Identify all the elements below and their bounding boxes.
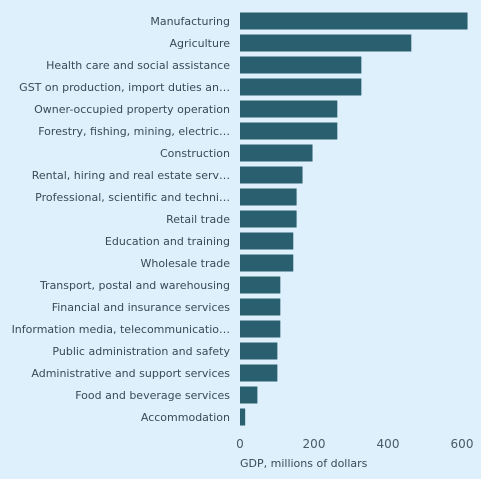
bar (240, 276, 281, 294)
category-label: Public administration and safety (52, 345, 230, 358)
x-tick-label: 600 (451, 437, 474, 451)
x-tick-label: 400 (377, 437, 400, 451)
bar (240, 320, 281, 338)
bars-layer (240, 12, 468, 426)
category-label: Transport, postal and warehousing (39, 279, 230, 292)
bar (240, 34, 412, 52)
x-tick-labels-layer: 0 200 400 600 (236, 437, 473, 451)
bar (240, 122, 338, 140)
category-label: Education and training (105, 235, 230, 248)
category-label: Accommodation (141, 411, 230, 424)
x-tick-label: 0 (236, 437, 244, 451)
bar (240, 166, 303, 184)
category-label: GST on production, import duties an… (19, 81, 230, 94)
category-label: Professional, scientific and techni… (35, 191, 230, 204)
bar (240, 408, 246, 426)
bar (240, 188, 297, 206)
bar (240, 78, 362, 96)
bar (240, 298, 281, 316)
bar (240, 232, 294, 250)
category-label: Wholesale trade (140, 257, 230, 270)
bar (240, 364, 278, 382)
bar (240, 386, 258, 404)
bar (240, 342, 278, 360)
category-label: Forestry, fishing, mining, electric… (38, 125, 230, 138)
x-axis-title: GDP, millions of dollars (240, 457, 368, 470)
category-labels-layer: Manufacturing Agriculture Health care and … (12, 15, 231, 424)
category-label: Information media, telecommunicatio… (12, 323, 230, 336)
category-label: Financial and insurance services (52, 301, 231, 314)
x-tick-label: 200 (303, 437, 326, 451)
category-label: Agriculture (170, 37, 231, 50)
category-label: Health care and social assistance (46, 59, 230, 72)
bar (240, 144, 313, 162)
bar (240, 210, 297, 228)
category-label: Food and beverage services (75, 389, 230, 402)
category-label: Administrative and support services (31, 367, 230, 380)
category-label: Retail trade (166, 213, 230, 226)
category-label: Owner-occupied property operation (34, 103, 230, 116)
category-label: Manufacturing (150, 15, 230, 28)
category-label: Rental, hiring and real estate serv… (32, 169, 230, 182)
bar (240, 56, 362, 74)
bar (240, 12, 468, 30)
category-label: Construction (160, 147, 230, 160)
bar (240, 100, 338, 118)
bar (240, 254, 294, 272)
